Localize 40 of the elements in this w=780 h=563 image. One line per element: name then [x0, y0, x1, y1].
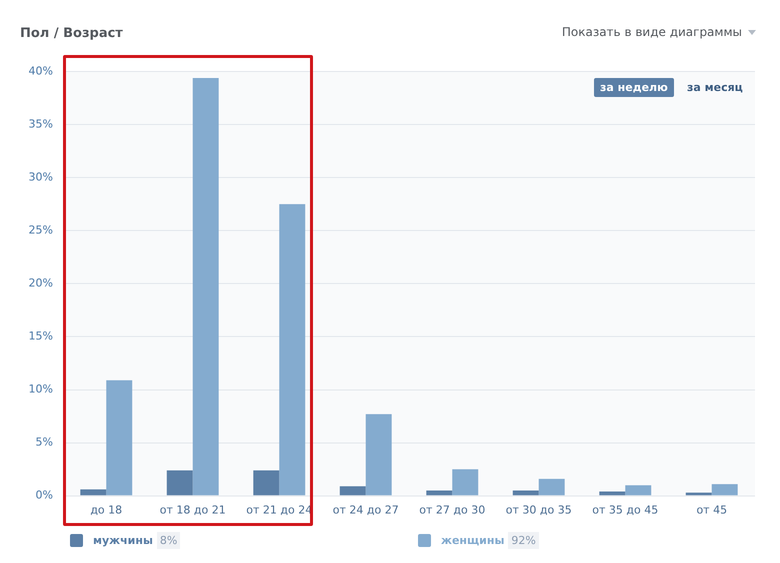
y-tick-label: 30% — [28, 170, 53, 184]
bar — [712, 484, 738, 496]
x-tick-label: от 24 до 27 — [332, 503, 399, 516]
bar — [452, 469, 478, 496]
bar — [106, 380, 132, 496]
legend-label: мужчины — [93, 534, 153, 547]
x-tick-label: от 18 до 21 — [160, 503, 226, 516]
bar — [686, 492, 712, 496]
bar — [80, 489, 106, 496]
x-tick-label: от 45 — [696, 503, 728, 516]
y-tick-label: 20% — [28, 276, 53, 290]
annotation: за неделю — [594, 78, 674, 97]
y-tick-label: 35% — [28, 117, 53, 130]
bar — [426, 490, 452, 496]
chart-title: Пол / Возраст — [20, 26, 123, 41]
y-tick-label: 10% — [28, 382, 53, 396]
bar — [192, 78, 219, 496]
x-tick-label: от 30 до 35 — [506, 503, 572, 516]
y-tick-label: 25% — [28, 224, 53, 237]
y-tick-label: 15% — [28, 330, 53, 343]
y-tick-label: 5% — [36, 436, 53, 449]
bar — [538, 478, 565, 496]
x-tick-label: до 18 — [90, 503, 122, 516]
text: 92% — [508, 532, 539, 549]
y-tick-label: 0% — [36, 488, 53, 502]
bar — [512, 490, 539, 496]
bar — [166, 470, 193, 496]
text: Показать в виде диаграммы — [562, 25, 742, 39]
y-tick-label: 40% — [28, 64, 53, 78]
bar — [366, 414, 392, 496]
bar — [253, 470, 280, 496]
bar — [625, 485, 652, 496]
legend-label: женщины — [441, 534, 504, 547]
x-tick-label: от 35 до 45 — [592, 503, 658, 516]
bar — [599, 492, 626, 496]
bar — [279, 204, 306, 496]
x-tick-label: от 27 до 30 — [419, 503, 486, 516]
text: 8% — [156, 532, 180, 549]
bar — [340, 486, 366, 496]
annotation: за месяц — [687, 81, 743, 94]
